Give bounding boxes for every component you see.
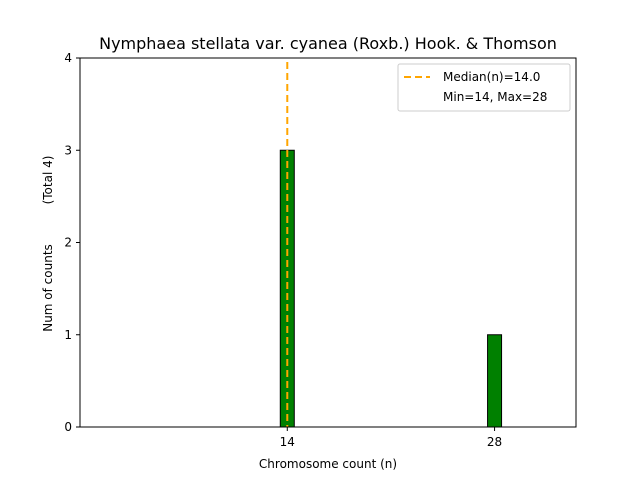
legend-box (397, 63, 571, 112)
legend-entry-minmax: Min=14, Max=28 (443, 90, 547, 104)
y-axis-label: Num of counts (41, 244, 55, 332)
chart-title: Nymphaea stellata var. cyanea (Roxb.) Ho… (99, 34, 557, 53)
legend-entry-median: Median(n)=14.0 (443, 70, 540, 84)
y-tick-label-0: 0 (64, 420, 72, 434)
plot-area: 0 1 2 3 4 14 28 (64, 51, 577, 449)
x-tick-label-28: 28 (487, 435, 502, 449)
y-axis-label-total: (Total 4) (41, 156, 55, 205)
y-tick-label-4: 4 (64, 51, 72, 65)
y-tick-label-1: 1 (64, 328, 72, 342)
bar-28 (487, 334, 503, 428)
y-tick-label-3: 3 (64, 143, 72, 157)
x-tick-label-14: 14 (280, 435, 295, 449)
y-tick-label-2: 2 (64, 236, 72, 250)
y-axis-label-group: Num of counts (Total 4) (41, 156, 55, 332)
x-axis-label: Chromosome count (n) (259, 457, 397, 471)
legend: Median(n)=14.0 Min=14, Max=28 (397, 63, 571, 112)
